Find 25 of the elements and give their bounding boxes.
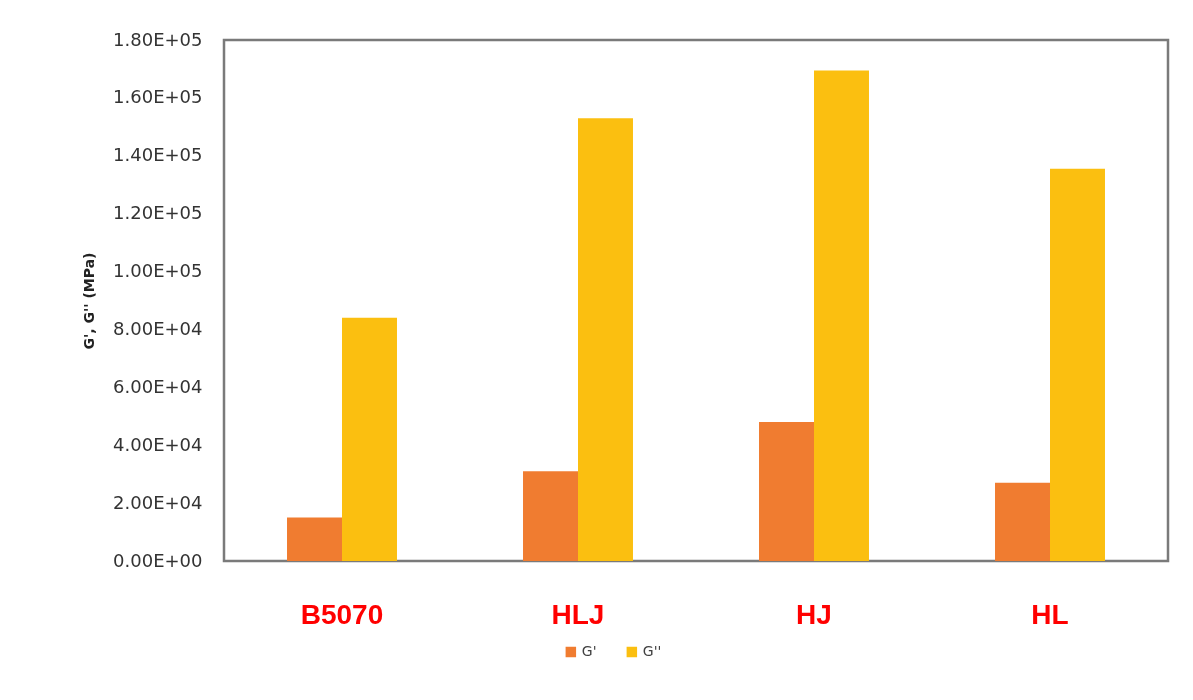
bar [995, 482, 1050, 561]
y-tick-label: 8.00E+04 [113, 317, 203, 339]
bar [759, 422, 814, 561]
y-tick-label: 1.60E+05 [113, 86, 203, 108]
legend-label: G' [581, 643, 597, 659]
x-tick-label: B5070 [300, 598, 384, 630]
x-tick-label: HJ [796, 598, 832, 630]
bar [523, 471, 578, 561]
x-tick-label: HLJ [551, 598, 605, 630]
y-tick-label: 1.00E+05 [113, 260, 203, 282]
legend-label: G'' [642, 643, 662, 659]
y-axis-title: G', G'' (MPa) [81, 252, 98, 350]
bar [287, 517, 342, 561]
y-tick-label: 6.00E+04 [113, 375, 203, 397]
bar [342, 317, 397, 561]
y-tick-label: 2.00E+04 [113, 491, 203, 513]
y-tick-label: 1.40E+05 [113, 144, 203, 166]
y-tick-label: 1.80E+05 [113, 28, 203, 50]
bar [814, 70, 869, 561]
bar [1050, 168, 1105, 561]
bar [578, 118, 633, 561]
y-tick-label: 1.20E+05 [113, 202, 203, 224]
x-tick-label: HL [1031, 598, 1069, 630]
y-tick-label: 4.00E+04 [113, 433, 203, 455]
y-tick-label: 0.00E+00 [113, 549, 203, 571]
